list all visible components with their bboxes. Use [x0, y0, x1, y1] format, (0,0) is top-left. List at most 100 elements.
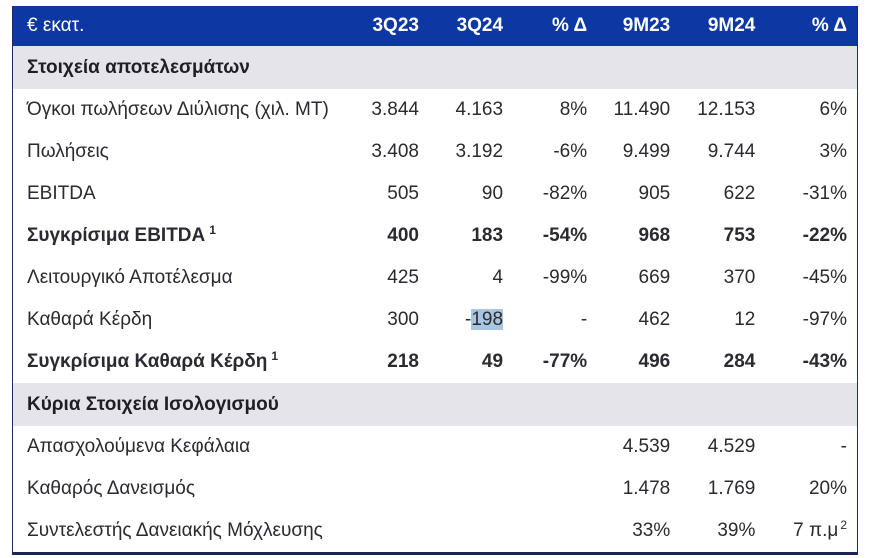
- value-cell: -198: [419, 299, 504, 341]
- value-cell: 3.408: [371, 141, 419, 162]
- value-cell: 9.499: [622, 141, 671, 162]
- section-title: Κύρια Στοιχεία Ισολογισμού: [12, 383, 858, 426]
- table-row: Όγκοι πωλήσεων Διύλισης (χιλ. MT) 3.844 4.…: [13, 89, 858, 131]
- value-cell: 284: [723, 351, 756, 372]
- footnote-marker: 2: [840, 517, 847, 532]
- table-row: Απασχολούμενα Κεφάλαια 4.539 4.529 -: [13, 426, 858, 468]
- row-label-cell: Λειτουργικό Αποτέλεσμα: [27, 267, 233, 288]
- value-cell: [503, 510, 587, 554]
- value-cell: 12: [734, 309, 756, 330]
- column-header-0: 3Q23: [342, 6, 419, 46]
- section-header-row: Κύρια Στοιχεία Ισολογισμού: [12, 383, 858, 426]
- value-cell: 300: [387, 309, 419, 330]
- value-cell: [503, 426, 587, 468]
- value-cell: 462: [638, 309, 671, 330]
- value-cell: -54%: [542, 225, 588, 246]
- row-label-cell: EBITDA: [27, 183, 96, 204]
- value-cell: -45%: [802, 267, 847, 288]
- table-row: Συντελεστής Δανειακής Μόχλευσης 33% 39% 7 π…: [13, 510, 858, 554]
- value-cell: 669: [638, 267, 671, 288]
- value-cell: 8%: [559, 99, 588, 120]
- financial-results-table: € εκατ. 3Q23 3Q24% Δ 9M23 9M24% Δ Στοιχεία α…: [12, 6, 858, 555]
- value-cell: 622: [723, 183, 756, 204]
- value-cell: 370: [723, 267, 756, 288]
- table-row: Συγκρίσιμα EBITDA 1 400 183 -54% 968 753 -22%: [13, 215, 858, 257]
- footnote-marker: 1: [271, 348, 279, 363]
- value-cell: -99%: [542, 267, 588, 288]
- value-text: 7 π.μ: [793, 520, 839, 541]
- table-row: Πωλήσεις 3.408 3.192 -6% 9.499 9.744 3%: [13, 131, 858, 173]
- value-cell: 4.529: [707, 436, 756, 457]
- value-cell: -31%: [802, 183, 847, 204]
- value-cell: 753: [723, 225, 756, 246]
- table-head: € εκατ. 3Q23 3Q24% Δ 9M23 9M24% Δ: [12, 6, 858, 46]
- row-label-cell: Απασχολούμενα Κεφάλαια: [27, 436, 251, 457]
- value-cell: [343, 468, 419, 510]
- table-row: Καθαρός Δανεισμός 1.478 1.769 20%: [13, 468, 858, 510]
- value-cell: 6%: [819, 99, 847, 120]
- row-label-cell: Συγκρίσιμα EBITDA 1: [13, 215, 343, 257]
- value-cell: 3%: [819, 141, 847, 162]
- column-header-3: 9M23: [587, 6, 671, 46]
- value-cell: 4.539: [622, 436, 671, 457]
- value-cell: 968: [638, 225, 671, 246]
- table-header-row: € εκατ. 3Q23 3Q24% Δ 9M23 9M24% Δ: [12, 6, 858, 46]
- value-cell: [419, 426, 503, 468]
- value-cell: 425: [387, 267, 419, 288]
- section-title: Στοιχεία αποτελεσμάτων: [12, 46, 858, 89]
- row-label-cell: Συντελεστής Δανειακής Μόχλευσης: [27, 520, 323, 541]
- value-cell: -: [840, 436, 847, 457]
- row-label-cell: Όγκοι πωλήσεων Διύλισης (χιλ. MT): [27, 99, 329, 120]
- value-cell: 218: [387, 351, 419, 372]
- value-cell: 1.769: [707, 478, 756, 499]
- value-cell: 7 π.μ 2: [755, 510, 857, 554]
- value-cell: 4: [492, 267, 504, 288]
- value-cell: 20%: [808, 478, 847, 499]
- column-header-2: % Δ: [503, 6, 588, 46]
- value-cell: -: [580, 309, 588, 330]
- table-row: Λειτουργικό Αποτέλεσμα 425 4 -99% 669 370 -45%: [13, 257, 858, 299]
- row-label: Συγκρίσιμα Καθαρά Κέρδη: [27, 351, 268, 372]
- table-body: Στοιχεία αποτελεσμάτων Όγκοι πωλήσεων Διύ…: [12, 46, 858, 554]
- value-cell: -77%: [542, 351, 588, 372]
- table-row: Συγκρίσιμα Καθαρά Κέρδη 1 218 49 -77% 496 284 -…: [13, 341, 858, 383]
- value-cell: -43%: [802, 351, 847, 372]
- unit-label-cell: € εκατ.: [12, 6, 343, 46]
- value-cell: 3.844: [371, 99, 419, 120]
- value-cell: [419, 510, 503, 554]
- value-cell: 505: [387, 183, 419, 204]
- column-header-4: 9M24: [670, 6, 756, 46]
- value-cell: 11.490: [613, 99, 671, 120]
- value-cell: -6%: [553, 141, 588, 162]
- row-label-cell: Συγκρίσιμα Καθαρά Κέρδη 1: [13, 341, 343, 383]
- selection-highlight: 198: [471, 309, 504, 330]
- footnote-marker: 1: [209, 222, 216, 237]
- value-cell: [503, 468, 587, 510]
- row-label-cell: Καθαρός Δανεισμός: [27, 478, 196, 499]
- column-header-1: 3Q24: [418, 6, 504, 46]
- column-header-5: % Δ: [755, 6, 858, 46]
- row-label-cell: Πωλήσεις: [27, 141, 109, 162]
- value-cell: 905: [638, 183, 671, 204]
- row-label-cell: Καθαρά Κέρδη: [27, 309, 153, 330]
- table-row: Καθαρά Κέρδη 300 -198-462 12 -97%: [13, 299, 858, 341]
- section-header-row: Στοιχεία αποτελεσμάτων: [12, 46, 858, 89]
- value-cell: 3.192: [455, 141, 504, 162]
- value-cell: 4.163: [455, 99, 504, 120]
- value-cell: -22%: [802, 225, 847, 246]
- value-cell: 183: [471, 225, 504, 246]
- value-cell: 400: [387, 225, 419, 246]
- value-cell: 33%: [632, 520, 671, 541]
- value-cell: -82%: [542, 183, 588, 204]
- value-cell: 90: [481, 183, 504, 204]
- value-cell: [343, 510, 419, 554]
- value-cell: [419, 468, 503, 510]
- value-cell: 39%: [717, 520, 756, 541]
- value-cell: 496: [638, 351, 671, 372]
- value-cell: 1.478: [622, 478, 671, 499]
- value-cell: 12.153: [697, 99, 756, 120]
- table-row: EBITDA 505 90 -82% 905 622 -31%: [13, 173, 858, 215]
- value-prefix: -: [465, 309, 472, 330]
- value-cell: 9.744: [707, 141, 756, 162]
